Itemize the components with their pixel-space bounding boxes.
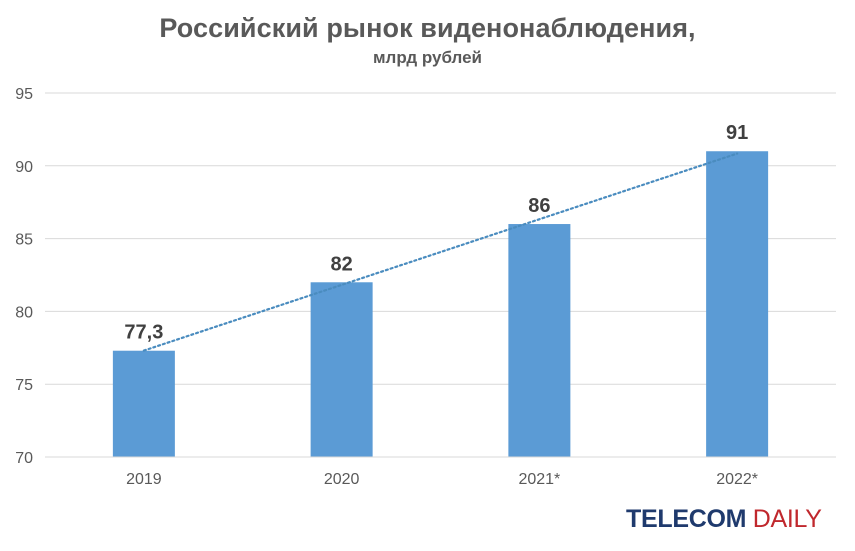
bar (508, 224, 571, 457)
data-label: 77,3 (124, 322, 163, 344)
chart-subtitle: млрд рублей (372, 48, 483, 67)
y-tick-label: 90 (15, 159, 33, 176)
bar (112, 350, 175, 457)
telecom-daily-logo: TELECOM DAILY (626, 505, 822, 534)
data-label: 91 (726, 122, 748, 144)
data-label: 86 (528, 195, 550, 217)
y-tick-label: 95 (15, 86, 33, 103)
y-tick-label: 80 (15, 304, 33, 321)
logo-word-telecom: TELECOM (626, 505, 747, 533)
y-tick-label: 75 (15, 377, 33, 394)
x-tick-label: 2022* (716, 471, 758, 488)
bar (310, 282, 373, 457)
x-tick-label: 2019 (126, 471, 162, 488)
chart-title: Российский рынок виденонаблюдения, (159, 13, 696, 43)
bar (706, 151, 769, 458)
x-tick-label: 2020 (324, 471, 360, 488)
y-tick-label: 70 (15, 450, 33, 467)
logo-word-daily: DAILY (752, 505, 822, 533)
data-label: 82 (331, 253, 353, 275)
trendline (142, 152, 739, 352)
y-tick-label: 85 (15, 232, 33, 249)
x-tick-label: 2021* (518, 471, 560, 488)
